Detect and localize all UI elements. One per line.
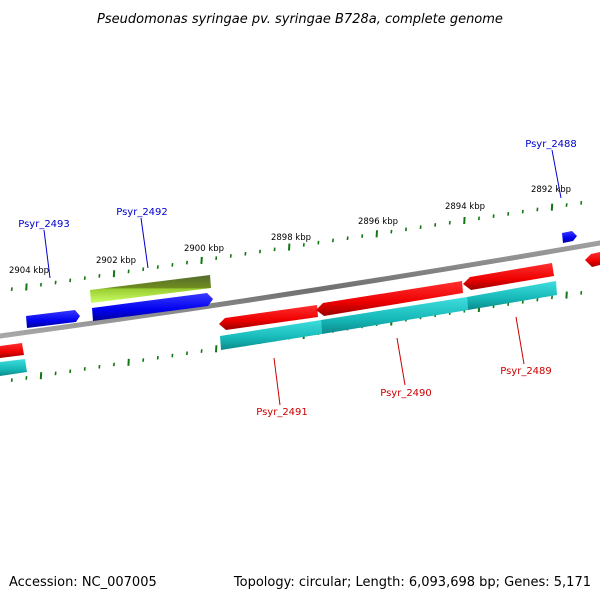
gene-arrow-psyr-2489[interactable] <box>463 263 554 290</box>
leader-psyr-2489 <box>515 316 525 365</box>
gene-arrow-left-red[interactable] <box>0 343 24 358</box>
gene-label-psyr-2488[interactable]: Psyr_2488 <box>525 139 577 150</box>
forward-genes <box>26 231 577 328</box>
cds-psyr-2491[interactable] <box>220 320 322 350</box>
kbp-label: 2896 kbp <box>358 217 398 227</box>
gene-leader-lines <box>43 149 562 406</box>
gene-labels: Psyr_2493 Psyr_2492 Psyr_2491 Psyr_2490 … <box>18 139 577 418</box>
genome-backbone <box>0 240 600 339</box>
cds-left[interactable] <box>0 359 27 376</box>
kbp-label: 2894 kbp <box>445 202 485 212</box>
kbp-label: 2892 kbp <box>531 185 571 195</box>
cds-psyr-2489[interactable] <box>467 281 557 310</box>
gene-label-psyr-2492[interactable]: Psyr_2492 <box>116 207 168 218</box>
kbp-label: 2902 kbp <box>96 256 136 266</box>
leader-psyr-2493 <box>43 229 51 279</box>
kbp-labels: 2904 kbp 2902 kbp 2900 kbp 2898 kbp 2896… <box>9 185 571 276</box>
cds-psyr-2492[interactable] <box>90 275 211 303</box>
gene-label-psyr-2490[interactable]: Psyr_2490 <box>380 388 432 399</box>
reverse-genes <box>0 252 600 358</box>
leader-psyr-2491 <box>273 357 281 406</box>
gene-arrow-psyr-2492[interactable] <box>92 293 213 321</box>
gene-label-psyr-2489[interactable]: Psyr_2489 <box>500 366 552 377</box>
gene-label-psyr-2493[interactable]: Psyr_2493 <box>18 219 70 230</box>
kbp-label: 2898 kbp <box>271 233 311 243</box>
gene-arrow-psyr-2490[interactable] <box>316 281 463 316</box>
gene-arrow-left-blue[interactable] <box>26 310 80 328</box>
map-title: Pseudomonas syringae pv. syringae B728a,… <box>97 12 503 27</box>
topology-text: Topology: circular; Length: 6,093,698 bp… <box>233 575 591 590</box>
kbp-label: 2900 kbp <box>184 244 224 254</box>
cds-psyr-2490[interactable] <box>321 297 468 334</box>
gene-arrow-right-red[interactable] <box>585 252 600 267</box>
kbp-label: 2904 kbp <box>9 266 49 276</box>
reverse-cds <box>0 281 557 376</box>
gene-arrow-psyr-2491[interactable] <box>219 305 318 330</box>
leader-psyr-2488 <box>551 149 562 199</box>
leader-psyr-2490 <box>396 337 406 386</box>
tick-row-outer <box>10 201 583 291</box>
gene-label-psyr-2491[interactable]: Psyr_2491 <box>256 407 308 418</box>
gene-arrow-psyr-2488[interactable] <box>562 231 577 243</box>
leader-psyr-2492 <box>140 217 149 269</box>
accession-text: Accession: NC_007005 <box>9 575 157 590</box>
